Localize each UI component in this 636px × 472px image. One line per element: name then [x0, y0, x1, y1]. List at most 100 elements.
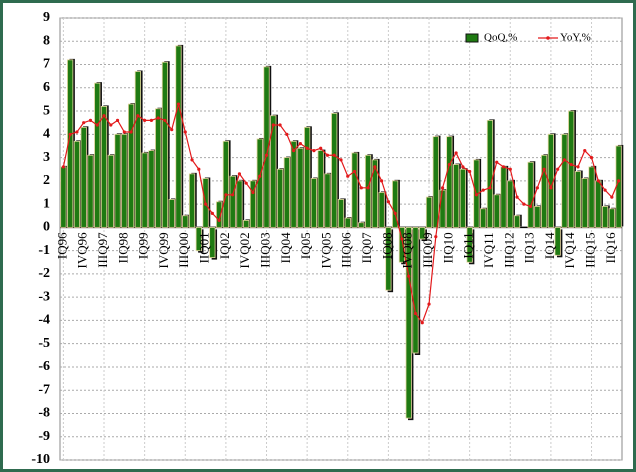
- x-tick-label: IIIQ09: [420, 232, 435, 267]
- line-point: [305, 146, 309, 150]
- line-point: [454, 151, 458, 155]
- line-point: [346, 174, 350, 178]
- x-tick-label: IIQ13: [522, 232, 537, 263]
- bar: [351, 152, 358, 228]
- line-point: [589, 155, 594, 160]
- bar: [73, 140, 81, 228]
- x-tick-label: IIQ07: [359, 232, 374, 264]
- line-point: [109, 123, 113, 127]
- x-tick-label: IQ99: [136, 232, 151, 259]
- x-tick-label: IVQ11: [481, 232, 496, 268]
- bar: [439, 189, 446, 228]
- bar: [60, 166, 67, 228]
- bar: [276, 168, 284, 228]
- line-point: [461, 165, 465, 169]
- bar: [80, 126, 87, 228]
- line-point: [488, 186, 492, 190]
- line-point: [352, 169, 357, 174]
- bar: [304, 126, 311, 228]
- bar: [127, 103, 135, 228]
- bar: [155, 108, 162, 228]
- bar: [574, 171, 582, 228]
- bar: [168, 199, 175, 228]
- bar: [229, 175, 236, 228]
- y-tick-label: -8: [38, 406, 50, 421]
- line-point: [143, 118, 147, 122]
- bar: [425, 196, 433, 228]
- line-point: [427, 302, 431, 306]
- y-tick-label: -1: [38, 243, 50, 258]
- y-tick-label: 7: [43, 57, 50, 72]
- y-tick-label: -6: [38, 359, 50, 374]
- line-point: [440, 186, 445, 190]
- line-point: [386, 200, 390, 204]
- line-point: [583, 149, 587, 153]
- line-point: [264, 153, 269, 157]
- bar: [371, 159, 378, 228]
- bar: [541, 154, 548, 228]
- line-point: [149, 118, 154, 122]
- bar: [344, 217, 351, 228]
- x-tick-label: IIIQ15: [583, 232, 598, 267]
- legend-swatch: [465, 33, 479, 43]
- line-point: [373, 165, 377, 169]
- line-point: [434, 235, 438, 239]
- bar: [337, 199, 345, 228]
- bar: [114, 133, 121, 228]
- line-point: [244, 181, 248, 185]
- bar: [398, 226, 406, 263]
- x-tick-label: IQ11: [461, 232, 476, 258]
- line-point: [515, 195, 519, 199]
- x-tick-label: IIQ01: [197, 232, 212, 263]
- bar: [364, 154, 372, 228]
- y-tick-label: -2: [38, 266, 50, 281]
- line-point: [224, 193, 228, 197]
- line-point: [495, 160, 499, 164]
- line-point: [258, 174, 262, 178]
- line-point: [319, 146, 323, 150]
- line-point: [197, 167, 201, 171]
- line-point: [332, 153, 336, 157]
- y-tick-label: -3: [38, 289, 50, 304]
- bar: [67, 59, 74, 228]
- bar: [507, 180, 514, 228]
- bar: [134, 71, 141, 228]
- bar: [500, 166, 507, 228]
- line-point: [292, 149, 296, 153]
- x-tick-label: IVQ14: [562, 232, 577, 269]
- line-point: [610, 195, 614, 199]
- bar: [121, 133, 128, 228]
- bar: [236, 180, 243, 228]
- line-point: [122, 130, 126, 134]
- line-point: [190, 158, 194, 162]
- line-point: [569, 162, 573, 167]
- line-point: [285, 132, 289, 136]
- line-point: [549, 186, 553, 190]
- bar: [209, 226, 216, 259]
- bar: [432, 136, 439, 228]
- x-tick-label: IIQ16: [603, 232, 618, 264]
- bar: [331, 112, 338, 228]
- y-tick-label: 5: [43, 103, 50, 118]
- line-point: [237, 172, 242, 176]
- line-point: [468, 169, 472, 174]
- bar: [405, 226, 412, 419]
- legend-label: YoY,%: [560, 32, 591, 44]
- line-point: [217, 218, 221, 222]
- bar: [358, 222, 365, 228]
- line-point: [407, 274, 411, 278]
- line-point: [447, 162, 451, 167]
- bar: [310, 178, 318, 228]
- bar: [459, 168, 466, 228]
- x-tick-label: IVQ96: [75, 232, 90, 269]
- bar: [100, 106, 108, 228]
- x-tick-label: IIIQ12: [501, 232, 516, 267]
- line-point: [528, 204, 533, 209]
- line-point: [102, 114, 106, 118]
- bar: [297, 147, 304, 228]
- bar: [486, 119, 494, 228]
- x-tick-label: IVQ99: [156, 232, 171, 268]
- line-point: [576, 165, 580, 169]
